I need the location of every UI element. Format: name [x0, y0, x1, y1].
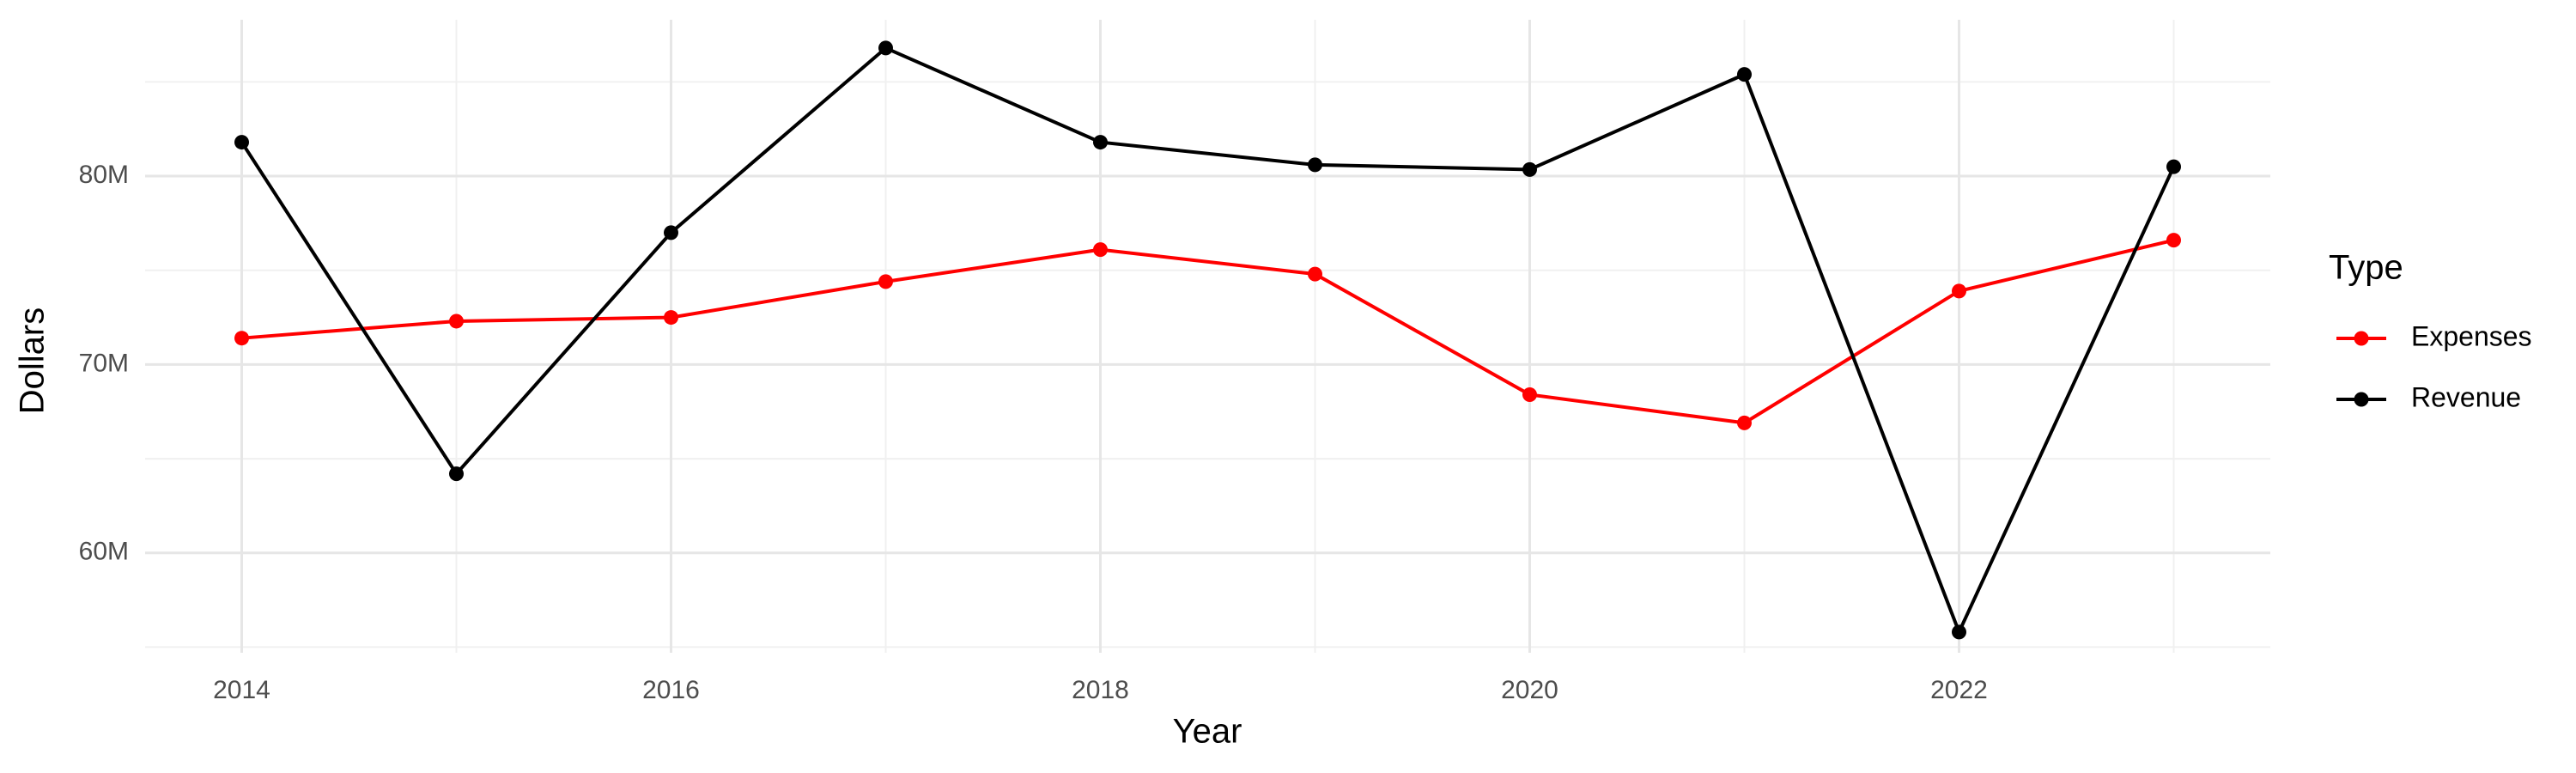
- series-line: [241, 238, 2174, 425]
- data-point: [1093, 135, 1108, 150]
- x-axis-title: Year: [1173, 713, 1242, 751]
- y-tick-label: 70M: [79, 349, 129, 377]
- legend-label: Revenue: [2411, 381, 2521, 412]
- data-point: [878, 40, 893, 56]
- legend-title: Type: [2329, 249, 2403, 287]
- legend-key-point: [2354, 331, 2369, 346]
- data-point: [664, 310, 678, 326]
- data-point: [1737, 67, 1752, 82]
- x-tick-label: 2022: [1930, 676, 1988, 704]
- x-tick-label: 2018: [1072, 676, 1129, 704]
- x-tick-label: 2016: [642, 676, 700, 704]
- data-point: [1308, 157, 1322, 173]
- data-point: [1093, 242, 1108, 258]
- data-point: [1952, 624, 1966, 640]
- data-point: [449, 313, 464, 329]
- data-point: [1952, 283, 1966, 299]
- data-point: [234, 331, 249, 346]
- data-point: [878, 274, 893, 289]
- data-point: [234, 135, 249, 150]
- data-point: [1308, 266, 1322, 282]
- legend-label: Expenses: [2411, 320, 2532, 351]
- data-point: [449, 466, 464, 482]
- y-axis-title: Dollars: [14, 307, 52, 414]
- data-point: [1522, 161, 1537, 177]
- y-tick-label: 80M: [79, 161, 129, 189]
- x-tick-label: 2014: [213, 676, 270, 704]
- legend-key-point: [2354, 392, 2369, 407]
- series-line: [240, 46, 2176, 637]
- data-point: [1737, 415, 1752, 430]
- y-tick-label: 60M: [79, 538, 129, 566]
- data-point: [1522, 386, 1537, 402]
- data-point: [664, 225, 678, 240]
- data-point: [2166, 233, 2181, 248]
- data-point: [2166, 159, 2181, 174]
- x-tick-label: 2020: [1501, 676, 1558, 704]
